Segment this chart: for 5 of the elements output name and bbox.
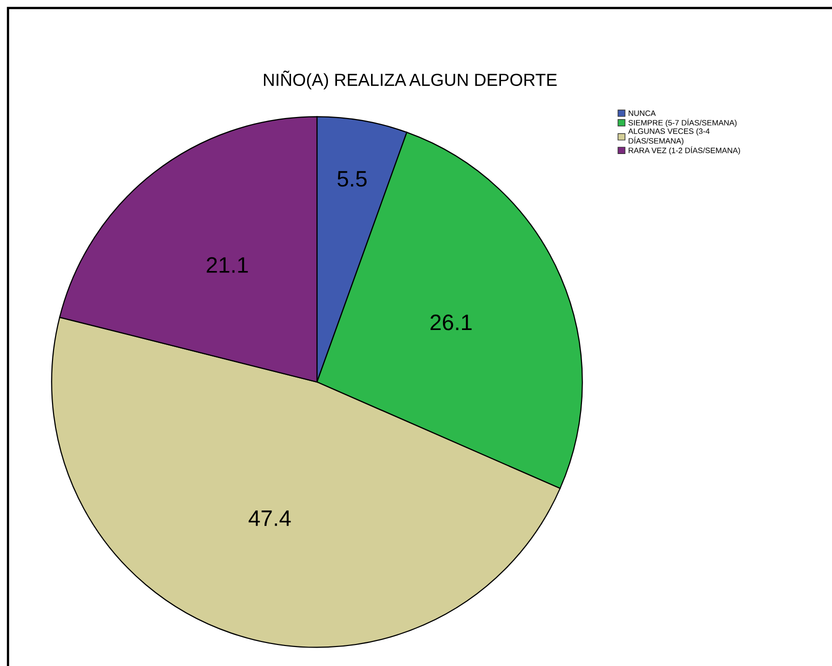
- chart-title: NIÑO(A) REALIZA ALGUN DEPORTE: [264, 70, 557, 90]
- data-label: 47.4: [248, 510, 291, 526]
- data-label: 5.5: [338, 171, 367, 187]
- data-label: 21.1: [206, 257, 248, 273]
- data-label: 26.1: [430, 314, 472, 330]
